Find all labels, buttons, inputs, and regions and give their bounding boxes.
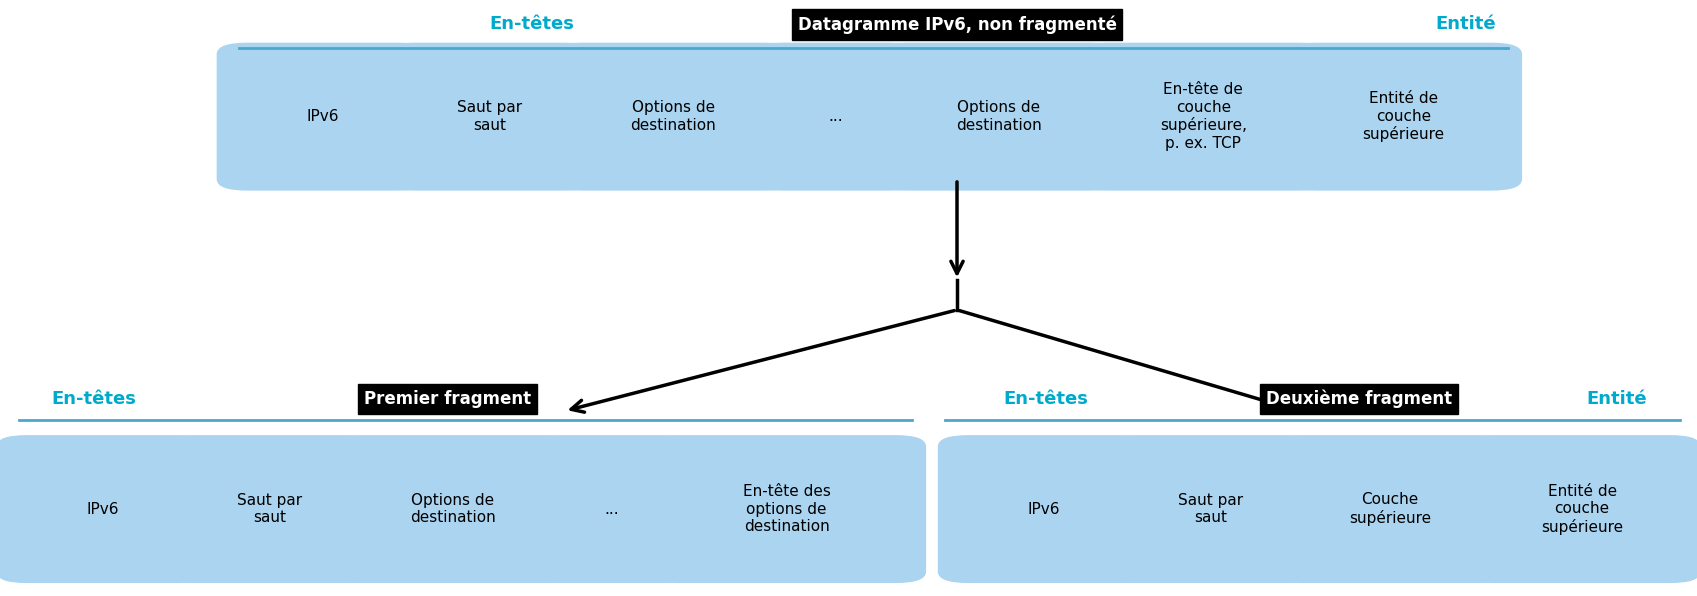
Text: IPv6: IPv6 xyxy=(307,109,339,124)
FancyBboxPatch shape xyxy=(165,436,375,582)
FancyBboxPatch shape xyxy=(552,44,796,190)
FancyBboxPatch shape xyxy=(1273,436,1509,582)
Text: Options de
destination: Options de destination xyxy=(411,493,496,525)
Text: Couche
supérieure: Couche supérieure xyxy=(1349,492,1431,526)
Text: En-têtes: En-têtes xyxy=(1003,390,1088,408)
FancyBboxPatch shape xyxy=(1078,44,1329,190)
FancyBboxPatch shape xyxy=(331,436,575,582)
Text: Entité: Entité xyxy=(1587,390,1646,408)
FancyBboxPatch shape xyxy=(877,44,1120,190)
Text: Premier fragment: Premier fragment xyxy=(365,390,531,408)
Text: En-têtes: En-têtes xyxy=(51,390,136,408)
Text: ...: ... xyxy=(828,109,843,124)
FancyBboxPatch shape xyxy=(1105,436,1315,582)
Text: ...: ... xyxy=(604,502,619,517)
FancyBboxPatch shape xyxy=(938,436,1149,582)
FancyBboxPatch shape xyxy=(531,436,692,582)
Text: Saut par
saut: Saut par saut xyxy=(1178,493,1244,525)
Text: En-tête des
options de
destination: En-tête des options de destination xyxy=(743,484,830,534)
Text: Saut par
saut: Saut par saut xyxy=(236,493,302,525)
FancyBboxPatch shape xyxy=(217,44,428,190)
Text: Entité de
couche
supérieure: Entité de couche supérieure xyxy=(1541,483,1624,535)
Text: Deuxième fragment: Deuxième fragment xyxy=(1266,390,1453,408)
FancyBboxPatch shape xyxy=(648,436,925,582)
Text: Entité de
couche
supérieure: Entité de couche supérieure xyxy=(1363,91,1444,142)
Text: Saut par
saut: Saut par saut xyxy=(456,101,523,133)
Text: Entité: Entité xyxy=(1436,15,1497,33)
FancyBboxPatch shape xyxy=(1465,436,1697,582)
Text: Options de
destination: Options de destination xyxy=(630,101,716,133)
Text: Options de
destination: Options de destination xyxy=(955,101,1042,133)
FancyBboxPatch shape xyxy=(385,44,594,190)
Text: En-têtes: En-têtes xyxy=(489,15,574,33)
FancyBboxPatch shape xyxy=(1286,44,1521,190)
FancyBboxPatch shape xyxy=(0,436,207,582)
Text: IPv6: IPv6 xyxy=(87,502,119,517)
FancyBboxPatch shape xyxy=(752,44,920,190)
Text: En-tête de
couche
supérieure,
p. ex. TCP: En-tête de couche supérieure, p. ex. TCP xyxy=(1159,82,1247,151)
Text: IPv6: IPv6 xyxy=(1028,502,1061,517)
Text: Datagramme IPv6, non fragmenté: Datagramme IPv6, non fragmenté xyxy=(798,15,1117,34)
